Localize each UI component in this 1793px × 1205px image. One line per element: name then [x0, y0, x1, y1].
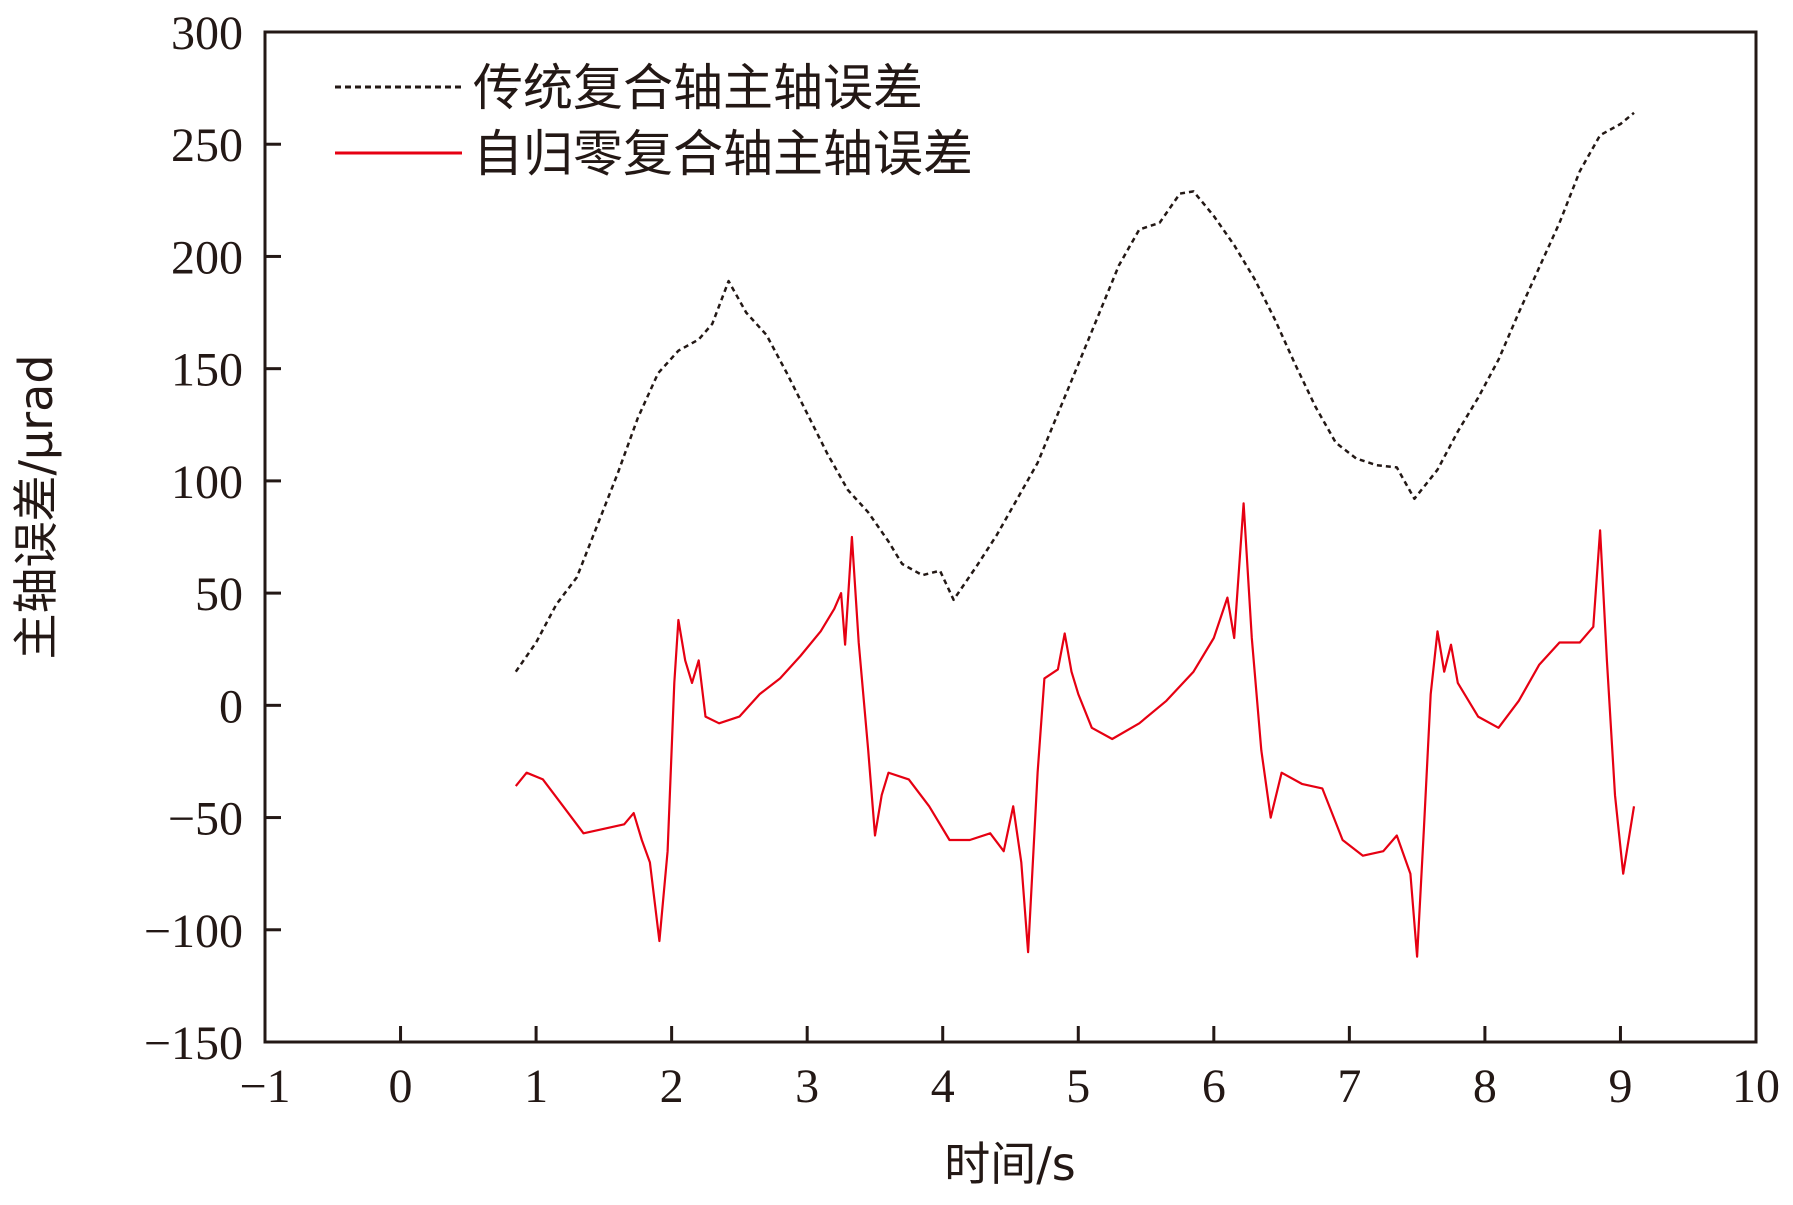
y-tick-label: 50	[195, 568, 243, 621]
y-tick-label: 300	[171, 7, 243, 60]
y-tick-label: −150	[144, 1017, 243, 1070]
x-axis-title: 时间/s	[944, 1137, 1075, 1191]
series-line-1	[514, 111, 1635, 673]
y-axis: 300 250 200 150 100 50 0 −50 −100 −150	[144, 7, 281, 1070]
x-tick-label: 5	[1066, 1060, 1090, 1113]
plot-frame	[263, 30, 1758, 1044]
y-axis-title: 主轴误差/μrad	[9, 354, 63, 659]
y-tick-label: 200	[171, 231, 243, 284]
x-tick-label: 4	[931, 1060, 955, 1113]
x-tick-label: 9	[1608, 1060, 1632, 1113]
x-tick-label: 0	[389, 1060, 413, 1113]
legend-label-1: 传统复合轴主轴误差	[473, 59, 923, 117]
x-tick-label: 3	[795, 1060, 819, 1113]
x-tick-label: −1	[239, 1060, 290, 1113]
x-tick-label: 6	[1202, 1060, 1226, 1113]
series-line-2	[514, 502, 1636, 958]
y-tick-label: 150	[171, 344, 243, 397]
x-axis: −1 0 1 2 3 4 5 6 7 8 9 10	[239, 1026, 1780, 1113]
x-tick-label: 10	[1732, 1060, 1780, 1113]
x-tick-label: 7	[1337, 1060, 1361, 1113]
y-tick-label: −100	[144, 905, 243, 958]
y-tick-label: −50	[168, 793, 243, 846]
y-tick-label: 0	[219, 680, 243, 733]
x-tick-label: 2	[660, 1060, 684, 1113]
x-tick-label: 1	[524, 1060, 548, 1113]
y-tick-label: 250	[171, 119, 243, 172]
y-tick-label: 100	[171, 456, 243, 509]
legend-label-2: 自归零复合轴主轴误差	[473, 125, 973, 183]
series-layer	[514, 111, 1636, 958]
x-tick-label: 8	[1473, 1060, 1497, 1113]
